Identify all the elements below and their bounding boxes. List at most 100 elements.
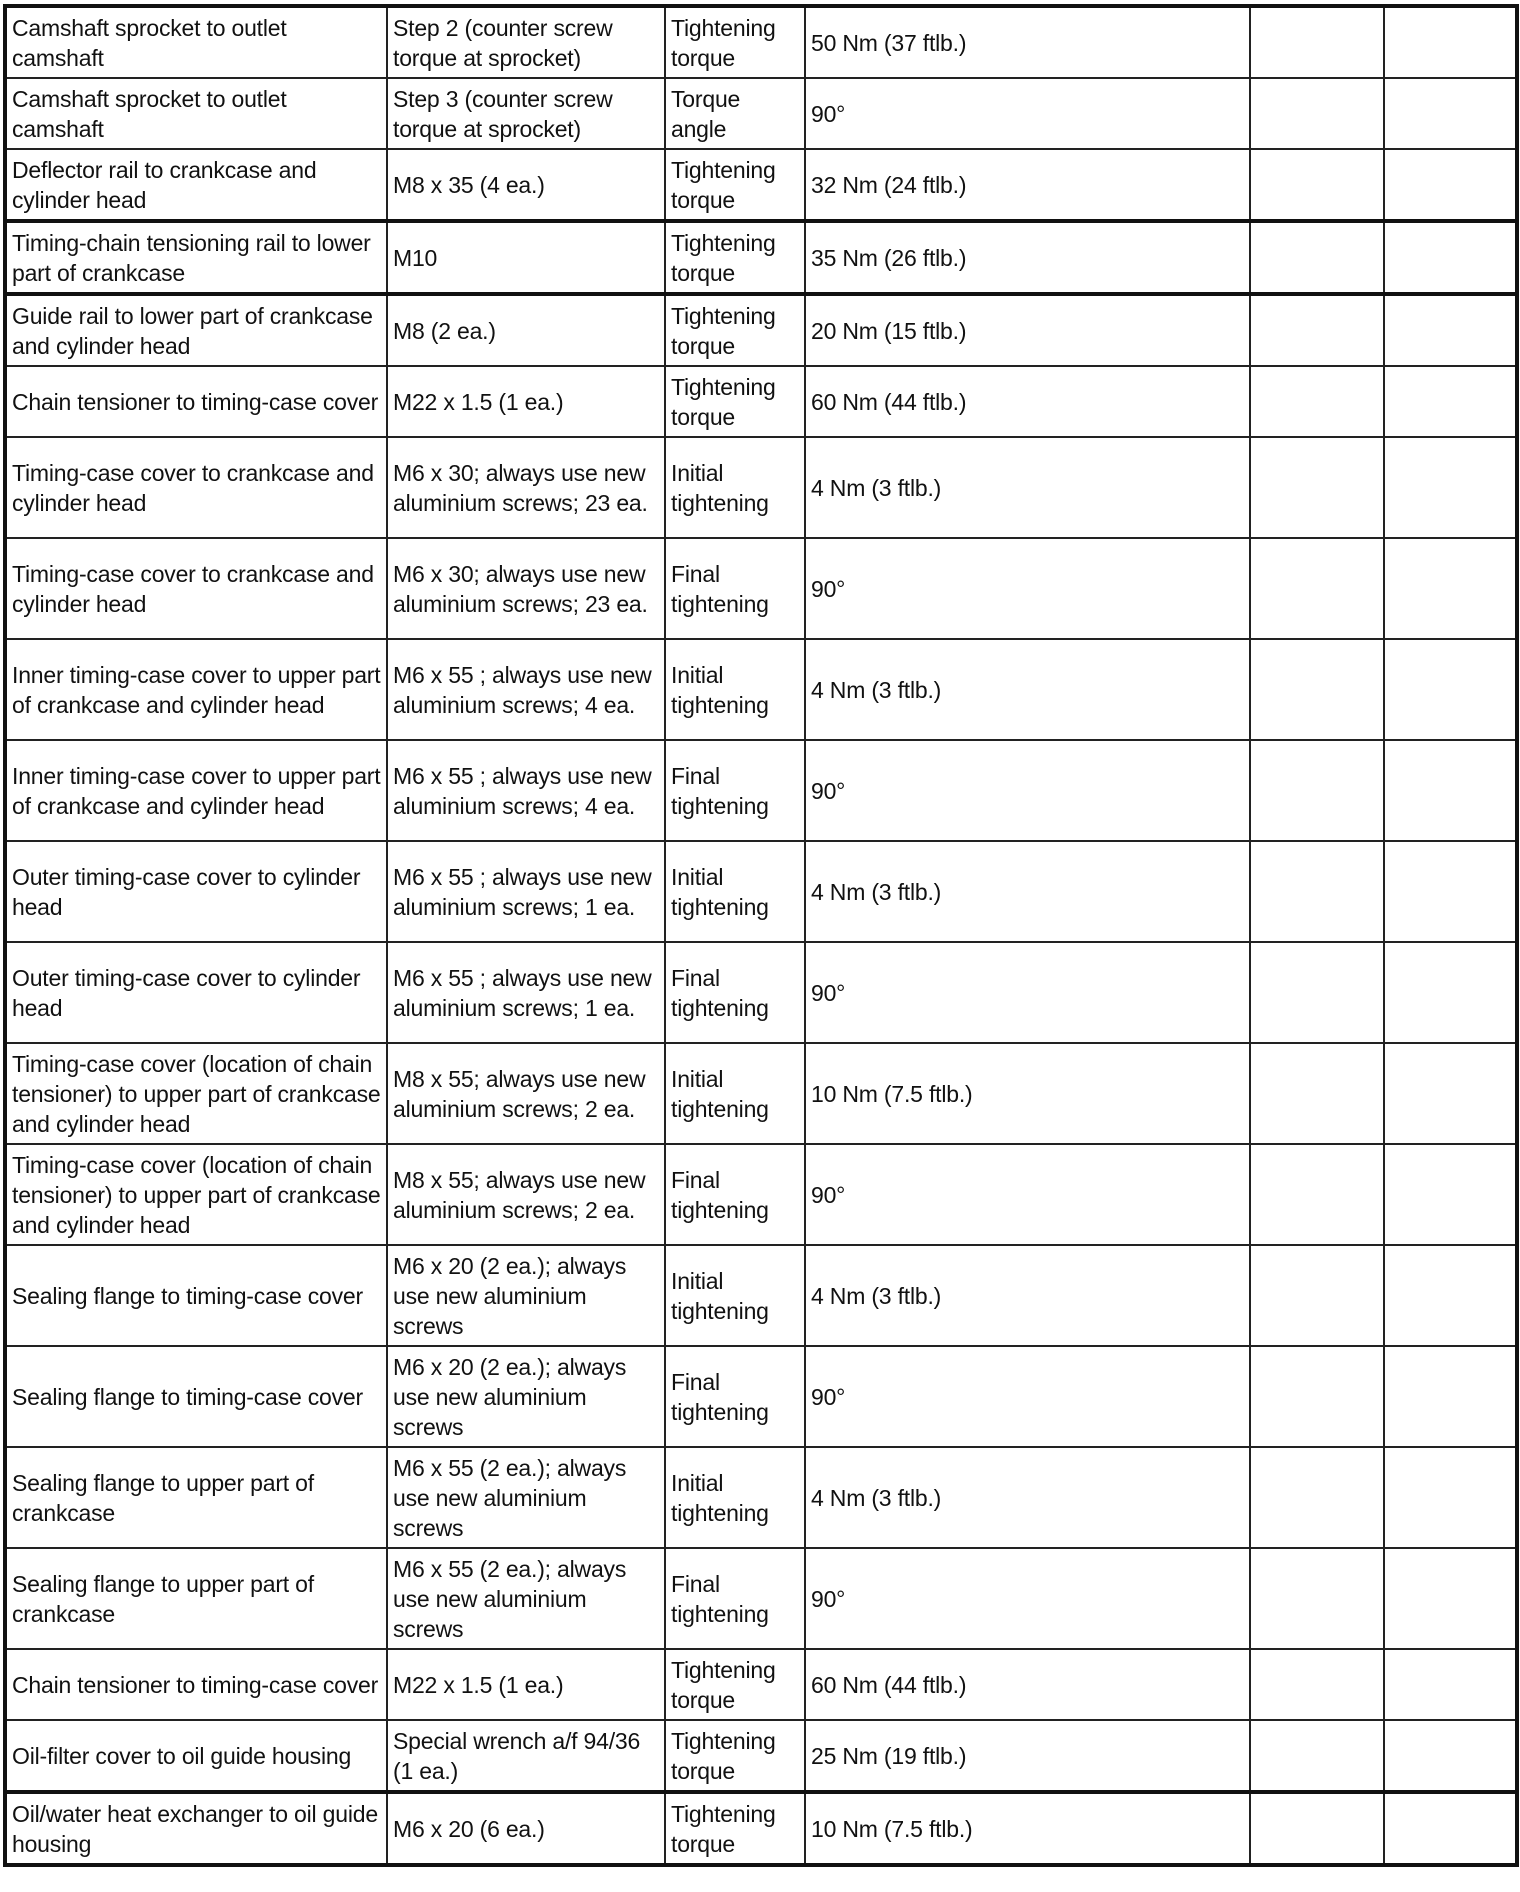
cell-spec: Step 3 (counter screw torque at sprocket…	[386, 77, 666, 150]
cell-component: Oil-filter cover to oil guide housing	[4, 1719, 388, 1793]
cell-empty	[1383, 148, 1518, 222]
cell-value: 4 Nm (3 ftlb.)	[804, 1244, 1251, 1347]
table-row: Outer timing-case cover to cylinder head…	[4, 840, 1518, 943]
table-row: Deflector rail to crankcase and cylinder…	[4, 148, 1518, 222]
table-row: Oil-filter cover to oil guide housing Spe…	[4, 1719, 1518, 1793]
cell-spec: M6 x 55 ; always use new aluminium screw…	[386, 941, 666, 1044]
cell-value: 35 Nm (26 ftlb.)	[804, 219, 1251, 295]
cell-spec: M6 x 30; always use new aluminium screws…	[386, 537, 666, 640]
cell-component: Outer timing-case cover to cylinder head	[4, 840, 388, 943]
cell-type: Initial tightening	[664, 436, 806, 539]
cell-spec: M6 x 20 (6 ea.)	[386, 1790, 666, 1866]
cell-spec: M6 x 20 (2 ea.); always use new aluminiu…	[386, 1244, 666, 1347]
cell-empty	[1383, 292, 1518, 367]
table-row: Camshaft sprocket to outlet camshaft Step…	[4, 5, 1518, 79]
cell-value: 10 Nm (7.5 ftlb.)	[804, 1042, 1251, 1145]
cell-spec: M6 x 55 (2 ea.); always use new aluminiu…	[386, 1446, 666, 1549]
table-row: Timing-case cover (location of chain ten…	[4, 1042, 1518, 1145]
cell-empty	[1249, 1648, 1385, 1721]
cell-empty	[1249, 1244, 1385, 1347]
cell-empty	[1249, 365, 1385, 438]
cell-type: Tightening torque	[664, 365, 806, 438]
cell-type: Initial tightening	[664, 1446, 806, 1549]
cell-type: Tightening torque	[664, 1648, 806, 1721]
cell-component: Deflector rail to crankcase and cylinder…	[4, 148, 388, 222]
table-row: Inner timing-case cover to upper part of…	[4, 638, 1518, 741]
table-row: Sealing flange to upper part of crankcas…	[4, 1547, 1518, 1650]
cell-empty	[1383, 1244, 1518, 1347]
cell-component: Timing-case cover to crankcase and cylin…	[4, 436, 388, 539]
cell-type: Tightening torque	[664, 1719, 806, 1793]
cell-component: Outer timing-case cover to cylinder head	[4, 941, 388, 1044]
cell-value: 4 Nm (3 ftlb.)	[804, 436, 1251, 539]
cell-value: 25 Nm (19 ftlb.)	[804, 1719, 1251, 1793]
cell-empty	[1383, 436, 1518, 539]
cell-spec: M6 x 55 (2 ea.); always use new aluminiu…	[386, 1547, 666, 1650]
cell-empty	[1249, 739, 1385, 842]
cell-type: Initial tightening	[664, 1042, 806, 1145]
table-row: Timing-case cover to crankcase and cylin…	[4, 436, 1518, 539]
cell-empty	[1249, 148, 1385, 222]
cell-value: 10 Nm (7.5 ftlb.)	[804, 1790, 1251, 1866]
cell-empty	[1249, 941, 1385, 1044]
cell-empty	[1249, 638, 1385, 741]
cell-value: 4 Nm (3 ftlb.)	[804, 840, 1251, 943]
cell-value: 20 Nm (15 ftlb.)	[804, 292, 1251, 367]
cell-component: Sealing flange to timing-case cover	[4, 1345, 388, 1448]
cell-empty	[1383, 365, 1518, 438]
cell-empty	[1249, 1719, 1385, 1793]
cell-component: Oil/water heat exchanger to oil guide ho…	[4, 1790, 388, 1866]
cell-type: Final tightening	[664, 739, 806, 842]
cell-empty	[1249, 1143, 1385, 1246]
table-row: Guide rail to lower part of crankcase an…	[4, 292, 1518, 367]
cell-type: Final tightening	[664, 1345, 806, 1448]
cell-spec: M10	[386, 219, 666, 295]
cell-type: Torque angle	[664, 77, 806, 150]
cell-type: Tightening torque	[664, 5, 806, 79]
table-row: Chain tensioner to timing-case cover M22 …	[4, 365, 1518, 438]
cell-type: Initial tightening	[664, 638, 806, 741]
cell-empty	[1383, 537, 1518, 640]
table-row: Sealing flange to timing-case cover M6 x …	[4, 1244, 1518, 1347]
cell-component: Sealing flange to timing-case cover	[4, 1244, 388, 1347]
cell-component: Sealing flange to upper part of crankcas…	[4, 1446, 388, 1549]
cell-value: 4 Nm (3 ftlb.)	[804, 638, 1251, 741]
cell-type: Final tightening	[664, 537, 806, 640]
cell-value: 90°	[804, 1547, 1251, 1650]
cell-component: Timing-case cover to crankcase and cylin…	[4, 537, 388, 640]
cell-component: Camshaft sprocket to outlet camshaft	[4, 5, 388, 79]
cell-empty	[1249, 1042, 1385, 1145]
cell-value: 90°	[804, 739, 1251, 842]
cell-empty	[1249, 1446, 1385, 1549]
cell-component: Guide rail to lower part of crankcase an…	[4, 292, 388, 367]
cell-value: 90°	[804, 77, 1251, 150]
cell-empty	[1383, 941, 1518, 1044]
cell-empty	[1383, 77, 1518, 150]
table-row: Timing-case cover (location of chain ten…	[4, 1143, 1518, 1246]
cell-empty	[1383, 219, 1518, 295]
cell-type: Initial tightening	[664, 840, 806, 943]
cell-empty	[1383, 1143, 1518, 1246]
cell-value: 90°	[804, 537, 1251, 640]
cell-value: 60 Nm (44 ftlb.)	[804, 365, 1251, 438]
cell-component: Inner timing-case cover to upper part of…	[4, 739, 388, 842]
cell-empty	[1383, 840, 1518, 943]
cell-component: Chain tensioner to timing-case cover	[4, 1648, 388, 1721]
cell-component: Sealing flange to upper part of crankcas…	[4, 1547, 388, 1650]
cell-empty	[1383, 5, 1518, 79]
cell-value: 90°	[804, 1345, 1251, 1448]
cell-empty	[1383, 1345, 1518, 1448]
cell-type: Tightening torque	[664, 219, 806, 295]
cell-empty	[1249, 292, 1385, 367]
cell-empty	[1383, 1719, 1518, 1793]
cell-type: Tightening torque	[664, 292, 806, 367]
table-row: Camshaft sprocket to outlet camshaft Step…	[4, 77, 1518, 150]
cell-spec: M6 x 55 ; always use new aluminium screw…	[386, 638, 666, 741]
cell-empty	[1383, 1547, 1518, 1650]
table-body: Camshaft sprocket to outlet camshaft Step…	[4, 5, 1518, 1866]
cell-empty	[1249, 5, 1385, 79]
cell-spec: M8 x 55; always use new aluminium screws…	[386, 1143, 666, 1246]
cell-component: Inner timing-case cover to upper part of…	[4, 638, 388, 741]
cell-component: Timing-case cover (location of chain ten…	[4, 1143, 388, 1246]
cell-component: Timing-case cover (location of chain ten…	[4, 1042, 388, 1145]
